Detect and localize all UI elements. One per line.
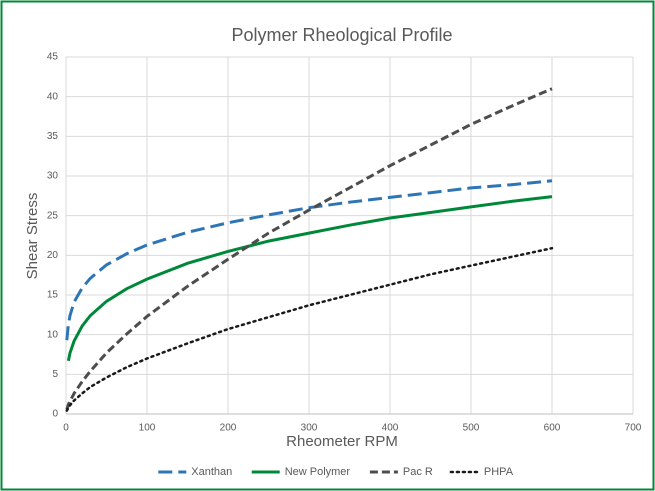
- x-tick-label: 100: [139, 423, 156, 434]
- legend-label: PHPA: [484, 466, 514, 478]
- y-tick-label: 10: [47, 329, 59, 340]
- y-tick-label: 35: [47, 131, 59, 142]
- series-line: [65, 87, 553, 411]
- series-line: [65, 179, 553, 341]
- y-tick-label: 20: [47, 250, 59, 261]
- series-line: [66, 195, 553, 362]
- x-tick-label: 500: [463, 423, 480, 434]
- x-tick-label: 600: [544, 423, 561, 434]
- x-axis-label: Rheometer RPM: [286, 433, 398, 450]
- legend-label: New Polymer: [285, 466, 351, 478]
- legend-label: Pac R: [403, 466, 433, 478]
- y-axis-label: Shear Stress: [24, 193, 41, 280]
- series-line: [65, 246, 554, 412]
- y-tick-label: 0: [52, 409, 58, 420]
- y-tick-label: 45: [47, 52, 59, 63]
- y-tick-label: 40: [47, 91, 59, 102]
- y-tick-label: 25: [47, 210, 59, 221]
- y-tick-label: 15: [47, 290, 59, 301]
- x-tick-label: 0: [63, 423, 69, 434]
- legend-label: Xanthan: [191, 466, 232, 478]
- y-tick-label: 30: [47, 171, 59, 182]
- x-tick-label: 700: [625, 423, 642, 434]
- chart-title: Polymer Rheological Profile: [231, 25, 452, 45]
- x-tick-label: 300: [301, 423, 318, 434]
- y-tick-label: 5: [52, 369, 58, 380]
- x-tick-label: 200: [220, 423, 237, 434]
- x-tick-label: 400: [382, 423, 399, 434]
